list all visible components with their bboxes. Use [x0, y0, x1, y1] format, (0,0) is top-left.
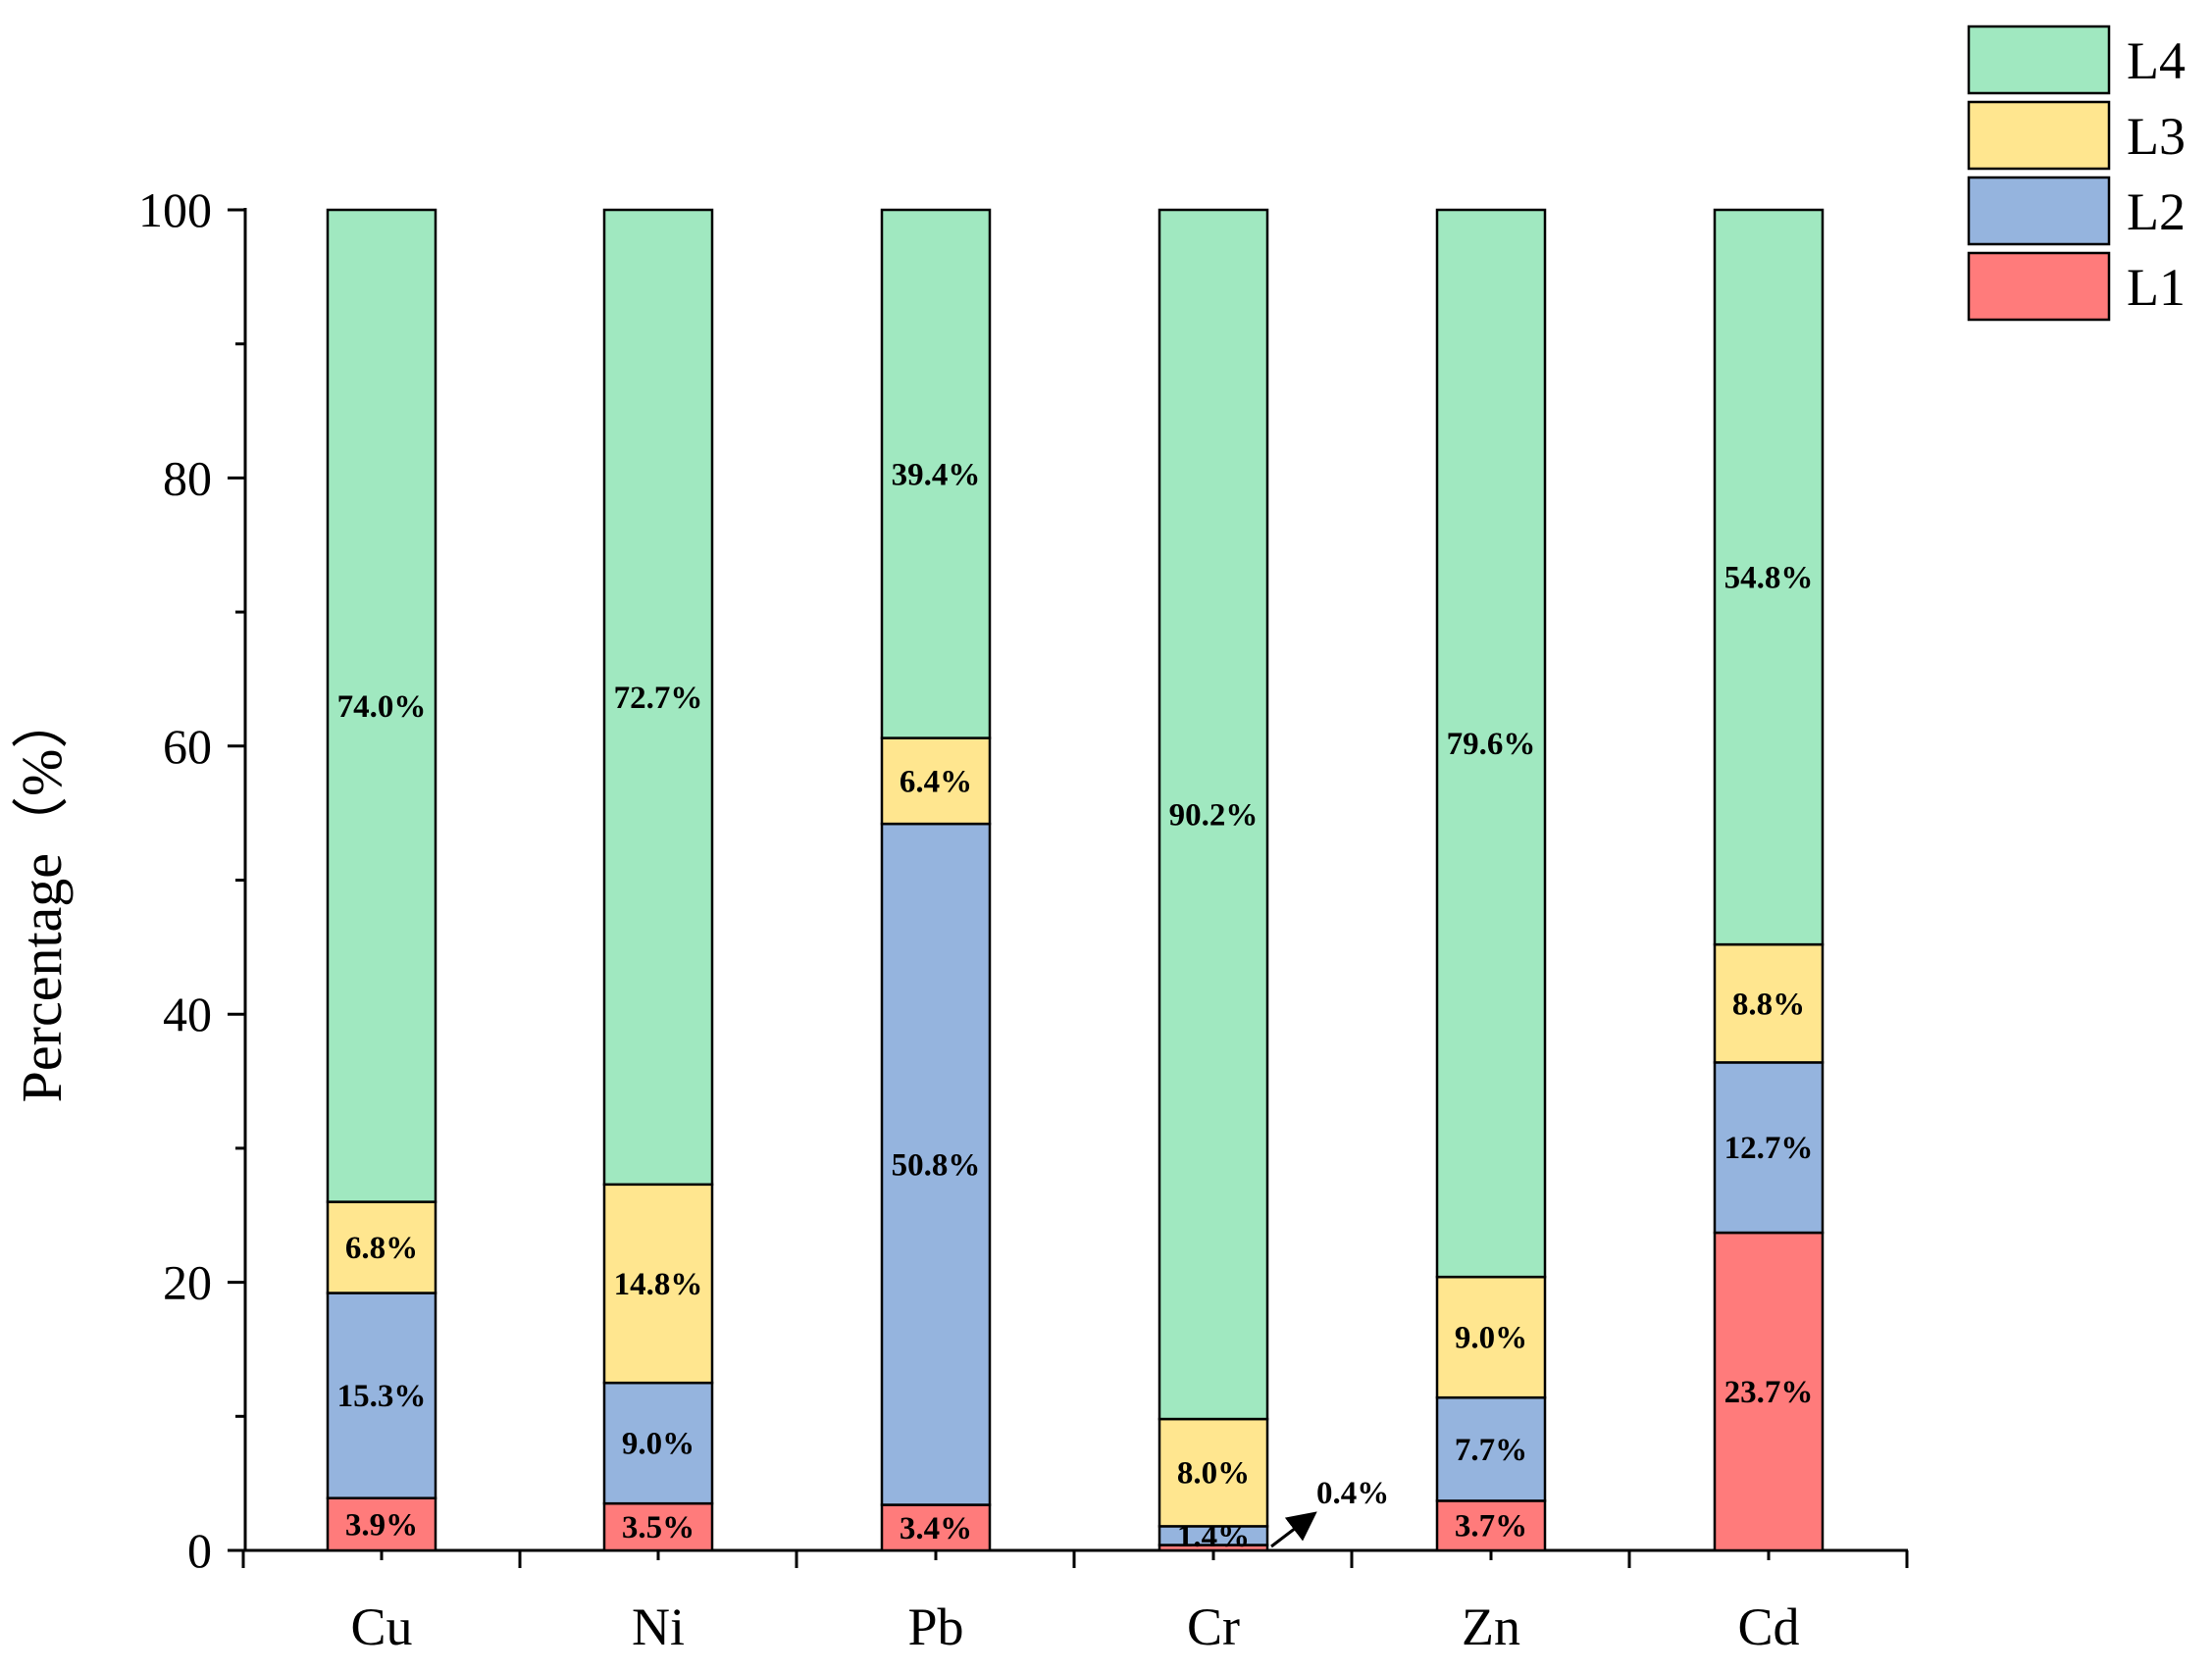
data-label-cu-l2: 15.3%	[337, 1379, 427, 1414]
data-label-cd-l4: 54.8%	[1724, 561, 1814, 596]
legend-swatch-l1	[1967, 251, 2111, 322]
data-label-zn-l3: 9.0%	[1455, 1321, 1527, 1356]
bar-zn-l3	[1435, 1275, 1547, 1399]
legend-label-l3: L3	[2127, 107, 2186, 166]
data-label-cd-l3: 8.8%	[1732, 987, 1805, 1022]
data-label-cu-l4: 74.0%	[337, 689, 427, 725]
y-tick-label: 80	[163, 450, 212, 505]
data-label-zn-l2: 7.7%	[1455, 1433, 1527, 1468]
data-label-zn-l4: 79.6%	[1447, 727, 1536, 762]
bar-pb-l2	[880, 822, 992, 1506]
data-label-pb-l3: 6.4%	[900, 764, 972, 799]
x-tick-label-cr: Cr	[1187, 1597, 1240, 1656]
data-label-cr-l4: 90.2%	[1169, 798, 1259, 834]
bar-pb-l4	[880, 208, 992, 739]
legend-swatch-l4	[1967, 25, 2111, 95]
bar-cd-l2	[1713, 1061, 1825, 1235]
data-label-zn-l1: 3.7%	[1455, 1509, 1527, 1545]
bar-zn-l1	[1435, 1499, 1547, 1552]
x-tick-label-cd: Cd	[1737, 1597, 1799, 1656]
bar-zn-l4	[1435, 208, 1547, 1279]
legend-swatch-l2	[1967, 176, 2111, 246]
bar-cu-l4	[326, 208, 437, 1203]
y-axis-title: Percentage（%）	[10, 692, 74, 1103]
data-label-cu-l3: 6.8%	[345, 1231, 418, 1266]
bar-ni-l1	[602, 1501, 714, 1552]
bar-cd-l4	[1713, 208, 1825, 946]
x-tick-label-ni: Ni	[632, 1597, 685, 1656]
bars	[326, 208, 1825, 1552]
data-label-ni-l3: 14.8%	[614, 1267, 703, 1302]
axes: 0 20 40 60 80 100 Cu Ni Pb Cr Zn Cd	[138, 182, 1909, 1656]
data-labels: 3.9% 15.3% 6.8% 74.0% 3.5% 9.0% 14.8% 72.7% 3.4%…	[337, 457, 1814, 1554]
y-tick-label: 40	[163, 987, 212, 1041]
annotation-label: 0.4%	[1316, 1476, 1389, 1511]
data-label-cr-l3: 8.0%	[1177, 1456, 1250, 1492]
data-label-ni-l1: 3.5%	[622, 1510, 694, 1545]
y-tick-label: 0	[187, 1523, 212, 1578]
bar-cu-l1	[326, 1496, 437, 1552]
y-tick-label: 60	[163, 719, 212, 774]
legend-label-l4: L4	[2127, 31, 2186, 90]
legend-label-l2: L2	[2127, 182, 2186, 241]
bar-zn-l2	[1435, 1395, 1547, 1502]
legend: L4 L3 L2 L1	[1967, 25, 2186, 322]
bar-cd-l3	[1713, 942, 1825, 1064]
data-label-ni-l2: 9.0%	[622, 1427, 694, 1462]
data-label-cr-l2: 1.4%	[1177, 1519, 1250, 1554]
data-label-pb-l1: 3.4%	[900, 1511, 972, 1546]
data-label-cd-l2: 12.7%	[1724, 1131, 1814, 1166]
bar-cr-l4	[1157, 208, 1269, 1421]
data-label-cu-l1: 3.9%	[345, 1507, 418, 1543]
legend-label-l1: L1	[2127, 258, 2186, 317]
legend-swatch-l3	[1967, 100, 2111, 171]
data-label-ni-l4: 72.7%	[614, 681, 703, 716]
bar-pb-l3	[880, 736, 992, 826]
x-tick-label-zn: Zn	[1462, 1597, 1520, 1656]
y-tick-label: 100	[138, 182, 212, 237]
data-label-pb-l4: 39.4%	[892, 457, 981, 492]
y-tick-label: 20	[163, 1255, 212, 1310]
data-label-cd-l1: 23.7%	[1724, 1375, 1814, 1410]
x-tick-label-pb: Pb	[907, 1597, 963, 1656]
x-tick-label-cu: Cu	[350, 1597, 412, 1656]
data-label-pb-l2: 50.8%	[892, 1147, 981, 1183]
annotation-arrow	[1270, 1511, 1317, 1548]
bar-ni-l4	[602, 208, 714, 1187]
